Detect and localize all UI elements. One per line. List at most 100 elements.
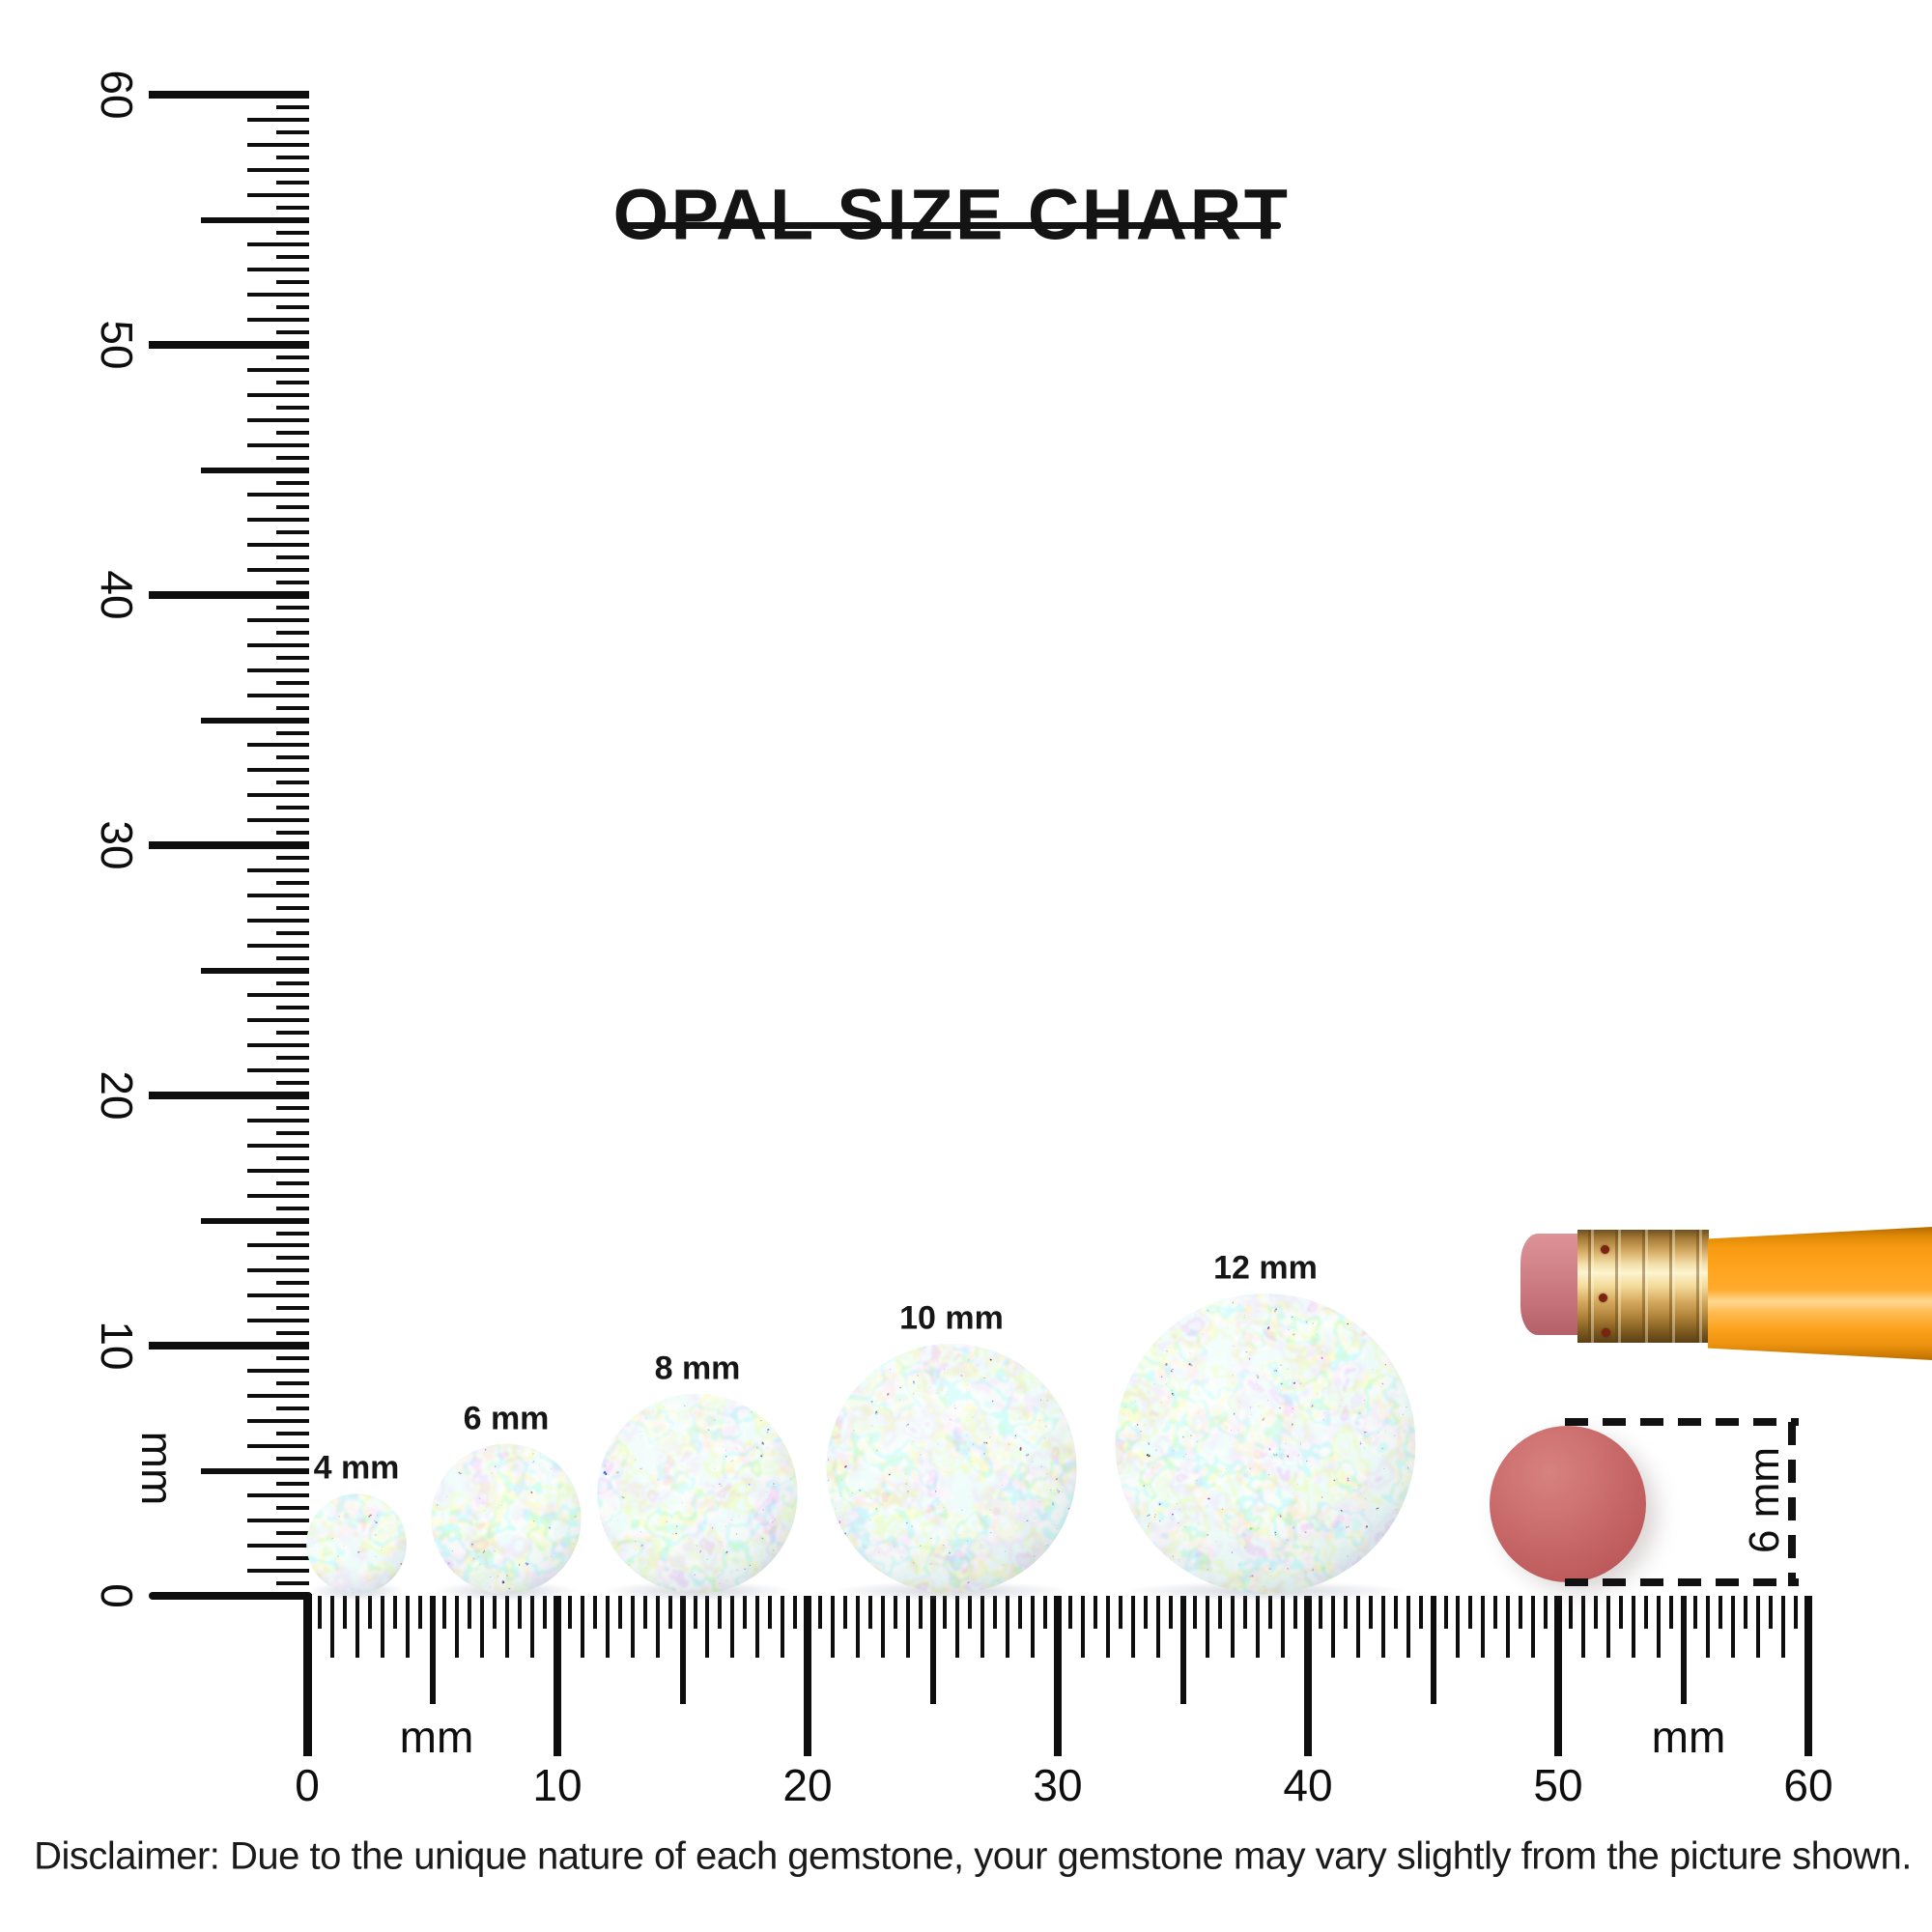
v-ruler-tick-9mm	[247, 1368, 309, 1373]
h-ruler-tick-47.5mm	[1493, 1596, 1498, 1629]
v-ruler-tick-59.5mm	[276, 105, 309, 109]
v-ruler-tick-53.5mm	[276, 255, 309, 260]
v-ruler-tick-57.5mm	[276, 155, 309, 159]
h-ruler-tick-31.5mm	[1093, 1596, 1097, 1629]
v-ruler-tick-50.5mm	[276, 330, 309, 335]
v-ruler-tick-8mm	[247, 1393, 309, 1398]
h-ruler-tick-15.5mm	[693, 1596, 697, 1629]
v-ruler-tick-21mm	[247, 1068, 309, 1073]
opal-gemstones	[306, 1293, 1416, 1601]
h-ruler-tick-10.5mm	[568, 1596, 572, 1629]
h-ruler-tick-35mm	[1179, 1596, 1186, 1704]
v-ruler-tick-16.5mm	[276, 1180, 309, 1185]
v-ruler-tick-20mm	[149, 1092, 309, 1099]
v-ruler-tick-18mm	[247, 1143, 309, 1148]
h-ruler-tick-33.5mm	[1143, 1596, 1148, 1629]
h-ruler-tick-49.5mm	[1544, 1596, 1548, 1629]
h-ruler-tick-48mm	[1506, 1596, 1511, 1658]
h-ruler-tick-46mm	[1456, 1596, 1461, 1658]
h-ruler-tick-43mm	[1380, 1596, 1385, 1658]
measure-dashed-line-top	[1565, 1418, 1799, 1426]
v-ruler-tick-45.5mm	[276, 455, 309, 460]
v-ruler-tick-3mm	[247, 1519, 309, 1523]
eraser-dot	[1490, 1426, 1646, 1582]
v-ruler-tick-25.5mm	[276, 955, 309, 960]
v-ruler-tick-23.5mm	[276, 1006, 309, 1010]
h-ruler-number-0: 0	[295, 1760, 320, 1810]
v-ruler-number-30: 30	[92, 820, 142, 870]
h-ruler-number-40: 40	[1283, 1760, 1333, 1810]
v-ruler-tick-45mm	[201, 467, 309, 473]
vertical-ruler-zero-tick	[149, 1592, 312, 1600]
ferrule-rivet	[1599, 1293, 1607, 1302]
h-ruler-tick-2.5mm	[367, 1596, 372, 1629]
v-ruler-tick-22mm	[247, 1043, 309, 1048]
v-ruler-number-40: 40	[92, 570, 142, 620]
h-ruler-tick-17mm	[730, 1596, 735, 1658]
h-ruler-tick-56mm	[1706, 1596, 1711, 1658]
v-ruler-tick-14mm	[247, 1243, 309, 1248]
h-ruler-tick-44mm	[1406, 1596, 1410, 1658]
h-ruler-tick-56.5mm	[1719, 1596, 1723, 1629]
h-ruler-tick-42.5mm	[1368, 1596, 1373, 1629]
pencil-ferrule	[1577, 1230, 1709, 1343]
pencil-body	[1708, 1227, 1932, 1360]
h-ruler-tick-23mm	[880, 1596, 885, 1658]
v-ruler-tick-52.5mm	[276, 280, 309, 285]
h-ruler-tick-2mm	[355, 1596, 359, 1658]
h-ruler-tick-1.5mm	[342, 1596, 347, 1629]
h-ruler-tick-58mm	[1756, 1596, 1761, 1658]
h-ruler-tick-19mm	[781, 1596, 785, 1658]
v-ruler-tick-26.5mm	[276, 930, 309, 935]
v-ruler-tick-31.5mm	[276, 806, 309, 810]
h-ruler-tick-3.5mm	[392, 1596, 397, 1629]
v-ruler-tick-39mm	[247, 617, 309, 622]
h-ruler-tick-7.5mm	[493, 1596, 497, 1629]
h-ruler-tick-9mm	[530, 1596, 535, 1658]
h-ruler-tick-32.5mm	[1118, 1596, 1122, 1629]
pencil-eraser	[1520, 1234, 1578, 1335]
h-ruler-tick-24.5mm	[918, 1596, 923, 1629]
v-ruler-tick-30mm	[149, 841, 309, 849]
h-ruler-tick-58.5mm	[1769, 1596, 1774, 1629]
v-ruler-tick-22.5mm	[276, 1031, 309, 1036]
h-ruler-tick-25mm	[929, 1596, 936, 1704]
v-ruler-tick-51mm	[247, 318, 309, 323]
v-ruler-tick-24mm	[247, 993, 309, 998]
v-ruler-tick-42.5mm	[276, 530, 309, 535]
h-ruler-tick-5.5mm	[442, 1596, 447, 1629]
h-ruler-tick-49mm	[1531, 1596, 1536, 1658]
h-ruler-tick-0.5mm	[317, 1596, 322, 1629]
v-ruler-tick-55mm	[201, 216, 309, 223]
h-ruler-tick-37.5mm	[1243, 1596, 1248, 1629]
v-ruler-tick-5.5mm	[276, 1456, 309, 1461]
measure-dashed-line-bottom	[1565, 1578, 1799, 1586]
v-ruler-tick-10mm	[149, 1342, 309, 1350]
v-ruler-tick-35mm	[201, 717, 309, 724]
h-ruler-tick-20.5mm	[817, 1596, 822, 1629]
v-ruler-tick-32.5mm	[276, 781, 309, 785]
v-ruler-tick-7mm	[247, 1418, 309, 1423]
vertical-ruler-unit-label: mm	[132, 1431, 183, 1506]
v-ruler-tick-19mm	[247, 1118, 309, 1122]
h-ruler-tick-30mm	[1054, 1596, 1062, 1756]
v-ruler-tick-3.5mm	[276, 1506, 309, 1511]
h-ruler-tick-20mm	[804, 1596, 811, 1756]
disclaimer-text: Disclaimer: Due to the unique nature of …	[34, 1834, 1912, 1878]
v-ruler-tick-58.5mm	[276, 129, 309, 134]
h-ruler-tick-7mm	[480, 1596, 485, 1658]
h-ruler-tick-38.5mm	[1268, 1596, 1273, 1629]
opal-size-label-8mm: 8 mm	[654, 1350, 741, 1387]
h-ruler-tick-13.5mm	[642, 1596, 647, 1629]
v-ruler-tick-24.5mm	[276, 980, 309, 985]
v-ruler-tick-44.5mm	[276, 480, 309, 485]
v-ruler-tick-15.5mm	[276, 1206, 309, 1210]
v-ruler-tick-28mm	[247, 893, 309, 897]
opal-size-label-12mm: 12 mm	[1213, 1249, 1318, 1287]
h-ruler-tick-51.5mm	[1593, 1596, 1598, 1629]
h-ruler-tick-17.5mm	[743, 1596, 748, 1629]
h-ruler-tick-29.5mm	[1043, 1596, 1047, 1629]
h-ruler-tick-53mm	[1631, 1596, 1635, 1658]
h-ruler-tick-19.5mm	[793, 1596, 797, 1629]
